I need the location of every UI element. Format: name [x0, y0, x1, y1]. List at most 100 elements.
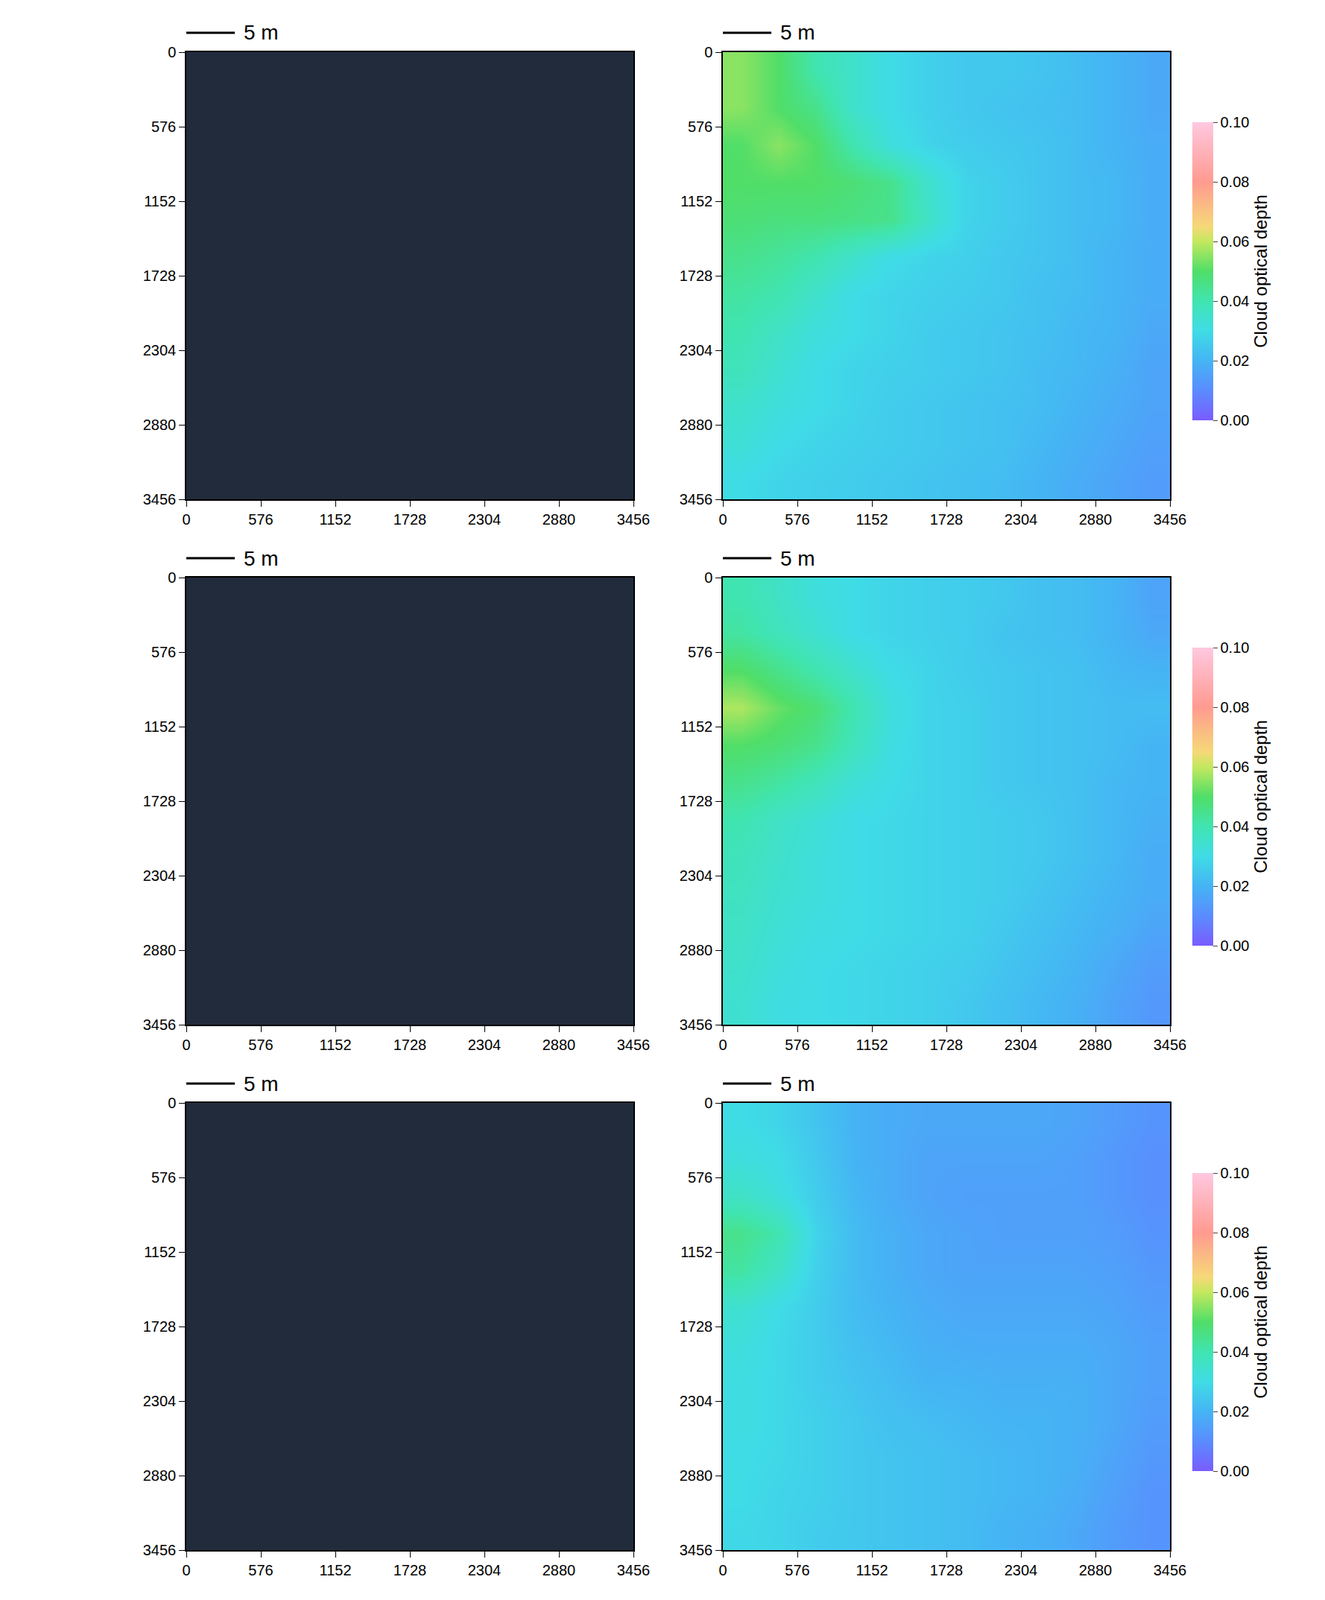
svg-text:576: 576 [151, 118, 176, 135]
svg-text:1728: 1728 [143, 1318, 177, 1335]
svg-text:0: 0 [704, 1094, 713, 1112]
svg-text:2304: 2304 [1004, 511, 1039, 528]
svg-text:576: 576 [248, 1036, 273, 1053]
svg-text:0.02: 0.02 [1220, 352, 1250, 369]
svg-text:2304: 2304 [679, 342, 714, 359]
svg-text:3456: 3456 [617, 511, 651, 528]
svg-text:1152: 1152 [680, 193, 713, 210]
svg-text:2880: 2880 [143, 1467, 177, 1484]
svg-text:2304: 2304 [1004, 1036, 1039, 1053]
svg-text:2304: 2304 [679, 1392, 714, 1410]
svg-text:576: 576 [248, 511, 273, 528]
svg-text:576: 576 [687, 643, 713, 661]
svg-text:0.00: 0.00 [1220, 1462, 1250, 1480]
svg-text:3456: 3456 [1153, 511, 1188, 528]
svg-text:3456: 3456 [143, 491, 177, 508]
svg-text:5 m: 5 m [243, 20, 279, 44]
svg-text:3456: 3456 [679, 1541, 714, 1559]
svg-text:2880: 2880 [542, 511, 577, 528]
svg-text:2304: 2304 [467, 511, 502, 528]
svg-text:0.04: 0.04 [1220, 818, 1250, 835]
svg-text:2304: 2304 [143, 867, 177, 884]
svg-text:1728: 1728 [679, 792, 714, 810]
svg-text:576: 576 [784, 511, 810, 528]
svg-text:5 m: 5 m [243, 1072, 279, 1096]
svg-text:1152: 1152 [143, 193, 176, 210]
svg-text:2304: 2304 [467, 1036, 502, 1053]
svg-text:3456: 3456 [617, 1561, 651, 1579]
svg-text:0.10: 0.10 [1220, 1164, 1250, 1182]
svg-text:0.06: 0.06 [1220, 758, 1250, 776]
svg-text:0.06: 0.06 [1220, 233, 1250, 250]
svg-text:1728: 1728 [393, 1036, 428, 1053]
svg-text:0: 0 [718, 1036, 727, 1053]
svg-text:0.02: 0.02 [1220, 877, 1250, 895]
svg-text:2304: 2304 [143, 342, 177, 359]
svg-text:2880: 2880 [143, 941, 177, 959]
svg-text:0.02: 0.02 [1220, 1403, 1250, 1420]
svg-text:Cloud optical depth: Cloud optical depth [1250, 719, 1271, 873]
svg-text:3456: 3456 [143, 1016, 177, 1033]
svg-text:576: 576 [784, 1036, 810, 1053]
svg-text:1152: 1152 [318, 1036, 351, 1053]
svg-text:576: 576 [151, 643, 176, 661]
svg-text:1728: 1728 [393, 511, 428, 528]
svg-text:1728: 1728 [679, 267, 714, 284]
svg-text:1152: 1152 [855, 1036, 888, 1053]
svg-text:3456: 3456 [679, 491, 714, 508]
svg-text:0: 0 [718, 1561, 727, 1579]
svg-text:0.08: 0.08 [1220, 173, 1250, 191]
svg-text:3456: 3456 [143, 1541, 177, 1559]
svg-text:2880: 2880 [1079, 511, 1113, 528]
svg-text:Cloud optical depth: Cloud optical depth [1250, 194, 1271, 348]
svg-text:2880: 2880 [542, 1561, 577, 1579]
svg-text:0: 0 [181, 1561, 191, 1579]
svg-text:1152: 1152 [680, 718, 713, 735]
svg-text:0: 0 [181, 511, 191, 528]
svg-text:5 m: 5 m [780, 546, 816, 571]
svg-text:0.04: 0.04 [1220, 1343, 1250, 1361]
svg-text:0: 0 [704, 43, 713, 61]
svg-text:1728: 1728 [930, 511, 964, 528]
svg-text:2880: 2880 [143, 416, 177, 433]
svg-text:0.08: 0.08 [1220, 699, 1250, 716]
svg-text:1152: 1152 [318, 1561, 351, 1579]
svg-text:0: 0 [167, 569, 176, 586]
svg-text:2304: 2304 [467, 1561, 502, 1579]
svg-text:3456: 3456 [1153, 1561, 1188, 1579]
svg-text:3456: 3456 [617, 1036, 651, 1053]
svg-text:0: 0 [704, 569, 713, 586]
svg-text:0.00: 0.00 [1220, 937, 1250, 954]
svg-text:0.04: 0.04 [1220, 292, 1250, 310]
svg-text:1152: 1152 [143, 1243, 176, 1261]
svg-text:0.06: 0.06 [1220, 1284, 1250, 1301]
svg-text:1728: 1728 [930, 1561, 964, 1579]
svg-text:1152: 1152 [855, 1561, 888, 1579]
svg-text:0: 0 [167, 1094, 176, 1112]
svg-text:0.08: 0.08 [1220, 1224, 1250, 1241]
svg-text:0.10: 0.10 [1220, 639, 1250, 656]
svg-text:2304: 2304 [143, 1392, 177, 1410]
svg-text:1728: 1728 [393, 1561, 428, 1579]
svg-text:5 m: 5 m [780, 20, 816, 44]
svg-text:Cloud optical depth: Cloud optical depth [1250, 1245, 1271, 1399]
svg-text:0: 0 [167, 43, 176, 61]
svg-text:576: 576 [687, 118, 713, 135]
svg-text:1152: 1152 [680, 1243, 713, 1261]
svg-text:1728: 1728 [143, 267, 177, 284]
svg-text:0.10: 0.10 [1220, 114, 1250, 131]
svg-text:5 m: 5 m [243, 546, 279, 571]
svg-text:5 m: 5 m [780, 1072, 816, 1096]
svg-text:1152: 1152 [318, 511, 351, 528]
svg-text:2304: 2304 [679, 867, 714, 884]
svg-text:3456: 3456 [1153, 1036, 1188, 1053]
svg-text:2880: 2880 [1079, 1561, 1113, 1579]
svg-text:576: 576 [784, 1561, 810, 1579]
svg-text:1152: 1152 [855, 511, 888, 528]
svg-text:576: 576 [151, 1169, 176, 1186]
svg-text:1152: 1152 [143, 718, 176, 735]
svg-text:1728: 1728 [679, 1318, 714, 1335]
svg-text:3456: 3456 [679, 1016, 714, 1033]
svg-text:0: 0 [181, 1036, 191, 1053]
svg-text:2880: 2880 [1079, 1036, 1113, 1053]
